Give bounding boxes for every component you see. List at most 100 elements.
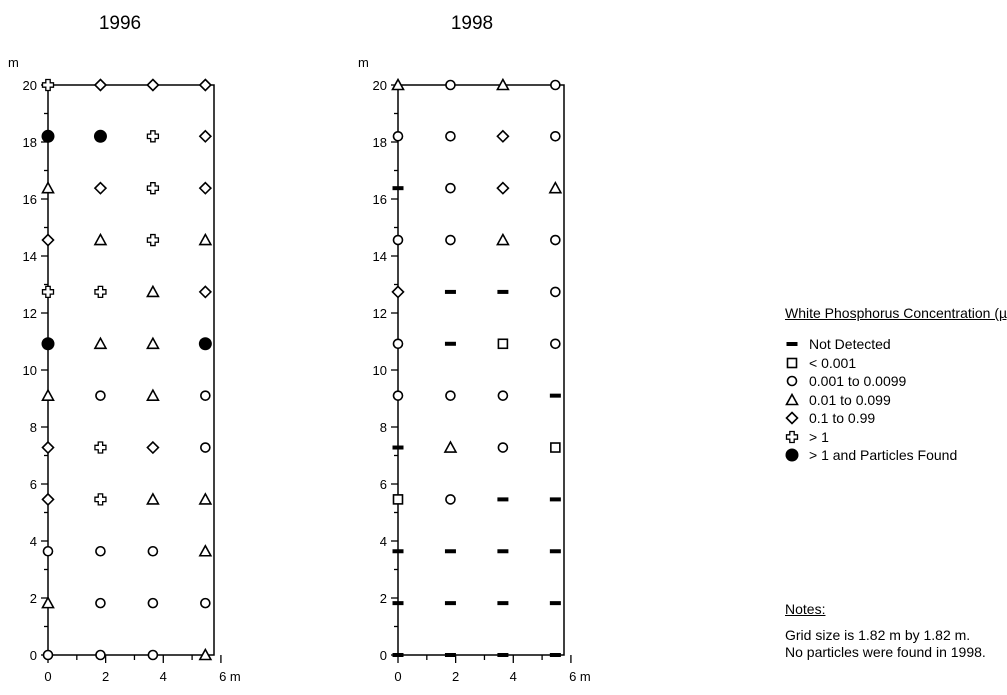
data-point-filled-circle-marker-icon <box>41 129 55 143</box>
y-tick-label: 0 <box>30 648 37 663</box>
data-point-diamond-marker-icon <box>93 181 108 195</box>
legend-symbol <box>786 375 798 387</box>
data-points <box>41 78 213 661</box>
square-marker-icon <box>786 357 798 369</box>
data-point-triangle-marker-icon <box>443 440 458 453</box>
plot-panel-1996: 1996 m 0 2 4 6 8 10 12 14 16 18 20 0 2 4 6 m <box>8 13 241 684</box>
x-tick-label: 4 <box>510 669 517 684</box>
legend-symbol <box>786 357 798 369</box>
x-tick-label: 2 <box>102 669 109 684</box>
legend-label: 0.01 to 0.099 <box>809 391 891 408</box>
y-tick-label: 16 <box>23 192 37 207</box>
y-tick-label: 2 <box>380 591 387 606</box>
data-point-dash-marker-icon <box>392 186 404 191</box>
data-point-triangle-marker-icon <box>548 181 563 194</box>
legend-item: < 0.001 <box>785 354 1007 373</box>
data-point-dash-marker-icon <box>549 601 561 606</box>
data-point-dash-marker-icon <box>497 289 509 294</box>
data-point-circle-marker-icon <box>445 182 456 194</box>
triangle-marker-icon <box>785 392 799 406</box>
legend-item: 0.01 to 0.099 <box>785 391 1007 410</box>
data-point-triangle-marker-icon <box>391 77 405 91</box>
x-tick-label: 0 <box>44 669 51 684</box>
legend-label: < 0.001 <box>809 354 857 371</box>
data-point-circle-marker-icon <box>550 79 561 91</box>
data-point-cross-marker-icon <box>94 493 107 506</box>
data-point-triangle-marker-icon <box>146 388 160 401</box>
data-point-filled-circle-marker-icon <box>198 337 212 351</box>
data-point-circle-marker-icon <box>200 597 211 609</box>
data-point-diamond-marker-icon <box>198 285 212 299</box>
legend-symbol <box>785 411 799 425</box>
data-point-circle-marker-icon <box>200 442 211 453</box>
data-point-circle-marker-icon <box>95 545 106 557</box>
data-point-circle-marker-icon <box>147 649 159 661</box>
dash-marker-icon <box>786 342 798 347</box>
data-point-circle-marker-icon <box>550 131 561 142</box>
data-point-dash-marker-icon <box>392 653 404 657</box>
data-point-dash-marker-icon <box>497 601 509 606</box>
legend-item: > 1 and Particles Found <box>785 446 1007 465</box>
data-point-cross-marker-icon <box>94 285 107 299</box>
legend-symbol <box>785 392 799 406</box>
legend-title: White Phosphorus Concentration (µg/g): <box>785 305 1007 321</box>
data-point-dash-marker-icon <box>444 653 456 657</box>
data-point-dash-marker-icon <box>549 393 561 398</box>
legend-symbol <box>786 342 798 347</box>
y-tick-label: 16 <box>373 192 387 207</box>
y-tick-label: 10 <box>23 363 37 378</box>
data-point-diamond-marker-icon <box>198 78 212 92</box>
legend-item: Not Detected <box>785 335 1007 354</box>
data-point-cross-marker-icon <box>146 182 160 195</box>
y-tick-label: 12 <box>373 306 387 321</box>
data-point-dash-marker-icon <box>392 445 404 450</box>
y-tick-label: 6 <box>380 477 387 492</box>
data-point-circle-marker-icon <box>147 545 159 557</box>
data-point-filled-circle-marker-icon <box>41 337 55 351</box>
data-point-circle-marker-icon <box>392 234 404 246</box>
data-point-dash-marker-icon <box>497 653 509 657</box>
x-tick-label: 6 m <box>569 669 591 684</box>
y-tick-label: 14 <box>23 249 37 264</box>
data-point-triangle-marker-icon <box>93 232 108 246</box>
data-point-dash-marker-icon <box>549 549 561 554</box>
chart-title: 1998 <box>451 13 493 34</box>
legend-symbol <box>785 448 799 462</box>
data-point-circle-marker-icon <box>497 390 509 401</box>
data-point-filled-circle-marker-icon <box>93 129 107 143</box>
data-point-triangle-marker-icon <box>41 388 55 401</box>
data-point-circle-marker-icon <box>392 390 404 401</box>
plot-frame <box>397 84 565 656</box>
data-point-triangle-marker-icon <box>146 492 160 505</box>
data-point-diamond-marker-icon <box>198 181 212 195</box>
x-tick-label: 2 <box>452 669 459 684</box>
data-point-circle-marker-icon <box>200 390 211 401</box>
data-point-circle-marker-icon <box>445 494 456 505</box>
data-point-diamond-marker-icon <box>41 492 55 507</box>
y-tick-label: 6 <box>30 477 37 492</box>
data-point-triangle-marker-icon <box>198 544 213 557</box>
data-points <box>391 77 563 657</box>
legend-item: > 1 <box>785 428 1007 447</box>
data-point-cross-marker-icon <box>146 233 160 247</box>
data-point-triangle-marker-icon <box>198 232 213 246</box>
data-point-circle-marker-icon <box>497 442 509 453</box>
data-point-circle-marker-icon <box>392 338 404 350</box>
data-point-triangle-marker-icon <box>496 77 510 91</box>
data-point-dash-marker-icon <box>392 601 404 606</box>
legend-label: 0.1 to 0.99 <box>809 410 876 427</box>
data-point-circle-marker-icon <box>550 234 561 246</box>
data-point-circle-marker-icon <box>550 286 561 298</box>
data-point-triangle-marker-icon <box>93 336 108 350</box>
data-point-diamond-marker-icon <box>496 181 510 195</box>
data-point-dash-marker-icon <box>549 653 561 657</box>
data-point-square-marker-icon <box>392 494 404 505</box>
data-point-triangle-marker-icon <box>41 181 55 194</box>
note-line: No particles were found in 1998. <box>785 644 986 660</box>
data-point-square-marker-icon <box>550 442 561 453</box>
data-point-triangle-marker-icon <box>146 284 160 298</box>
data-point-triangle-marker-icon <box>496 232 510 246</box>
filled-circle-marker-icon <box>785 448 799 462</box>
y-tick-label: 20 <box>373 78 387 93</box>
